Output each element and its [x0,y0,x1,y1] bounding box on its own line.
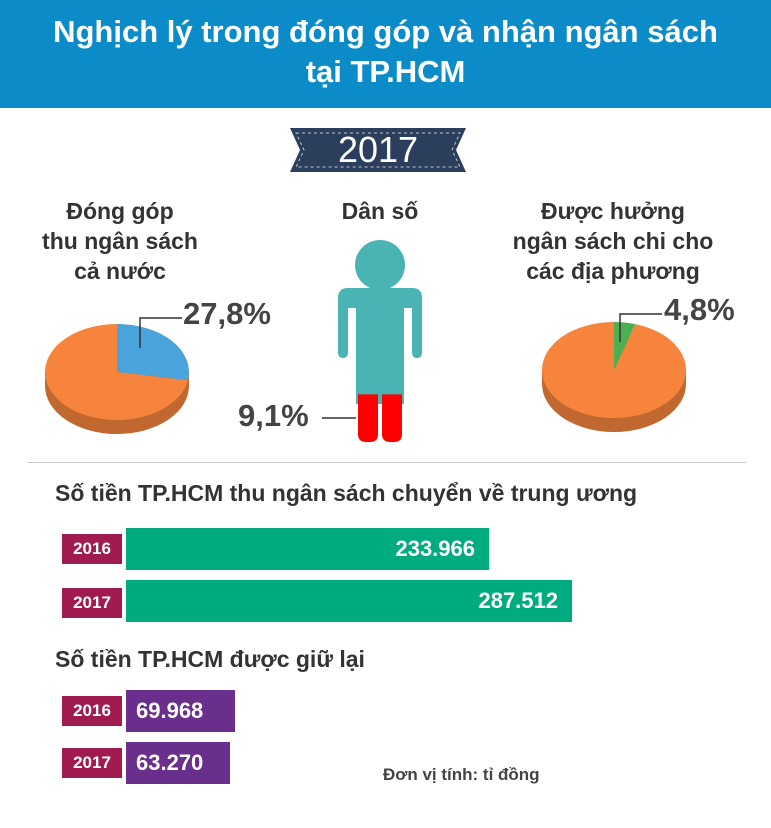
person-head [355,240,405,290]
received-label-line-3: các địa phương [526,258,700,284]
sent-bar-2017: 287.512 [126,580,572,622]
population-share-left [358,394,378,442]
received-leader-line [619,313,662,342]
received-pie [542,322,686,432]
received-label-line-2: ngân sách chi cho [512,228,714,254]
population-share-right [382,394,402,442]
kept-year-2017: 2017 [62,748,122,778]
sent-year-2016: 2016 [62,534,122,564]
contribution-value-label: 27,8% [183,296,271,331]
population-value-label: 9,1% [238,398,309,433]
contribution-label: Đóng góp thu ngân sách cả nước [20,196,220,286]
received-pie-slice-1 [542,322,686,418]
unit-note: Đơn vị tính: tỉ đồng [383,765,540,784]
ribbon-shape [290,128,466,172]
contribution-pie-slice-1 [44,324,188,420]
title-line-1: Nghịch lý trong đóng góp và nhận ngân sá… [53,14,718,49]
kept-value-2016: 69.968 [136,698,204,723]
sent-bars-title: Số tiền TP.HCM thu ngân sách chuyển về t… [55,480,638,506]
received-label-line-1: Được hưởng [541,198,685,224]
kept-bars-title: Số tiền TP.HCM được giữ lại [55,646,365,672]
year-label: 2017 [337,129,419,170]
kept-bar-2016: 69.968 [126,690,235,732]
received-label: Được hưởng ngân sách chi cho các địa phư… [500,196,726,286]
contribution-label-line-2: thu ngân sách [42,228,198,254]
population-label: Dân số [341,198,419,224]
section-divider [28,462,746,463]
received-value-label: 4,8% [664,292,735,327]
sent-bar-2016: 233.966 [126,528,489,570]
contribution-label-line-3: cả nước [74,258,166,284]
contribution-leader-line [139,317,182,348]
kept-year-2016: 2016 [62,696,122,726]
contribution-label-line-1: Đóng góp [66,198,174,224]
kept-bar-2017: 63.270 [126,742,230,784]
sent-year-2017: 2017 [62,588,122,618]
contribution-pie [44,324,189,434]
person-body [338,288,422,404]
header-banner: Nghịch lý trong đóng góp và nhận ngân sá… [0,0,771,108]
kept-value-2017: 63.270 [136,750,204,775]
contribution-pie-slice-0 [117,324,189,381]
title-line-2: tại TP.HCM [305,54,466,89]
sent-value-2017: 287.512 [478,588,558,613]
year-banner: 2017 [290,128,466,172]
person-icon [338,240,422,442]
sent-value-2016: 233.966 [395,536,475,561]
